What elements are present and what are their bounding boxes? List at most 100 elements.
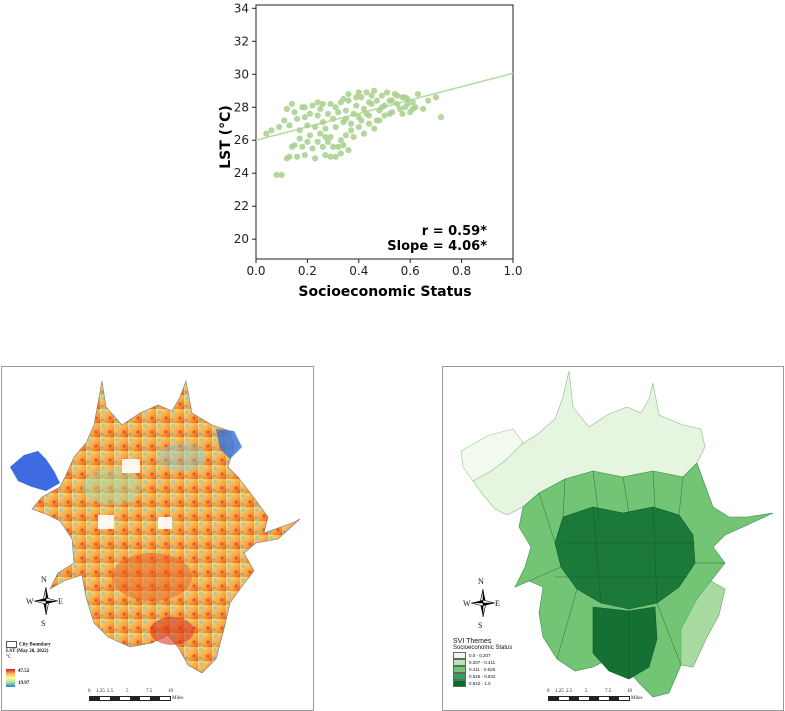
- y-tick-label: 30: [234, 67, 249, 81]
- lst-map: [10, 379, 301, 674]
- x-tick-label: 0.6: [401, 264, 420, 278]
- scatter-point: [322, 151, 329, 159]
- legend-class-label: 0.0 - 0.207: [469, 653, 491, 658]
- scatter-point: [294, 153, 301, 160]
- scatter-point: [337, 150, 344, 157]
- scatter-point: [286, 122, 293, 129]
- scatter-point: [309, 145, 316, 152]
- legend-subtitle: Socioeconomic Status: [453, 645, 513, 651]
- legend-class-label: 0.842 - 1.0: [469, 681, 491, 686]
- scatter-point: [319, 143, 326, 150]
- x-tick-label: 0.4: [349, 264, 368, 278]
- scatter-point: [312, 123, 319, 131]
- scatter-point: [330, 143, 337, 150]
- scale-bar-graphic: [89, 696, 171, 701]
- legend-title: SVI Themes: [453, 638, 492, 645]
- scatter-point: [337, 137, 344, 144]
- y-tick-label: 32: [234, 34, 249, 48]
- scatter-point: [353, 102, 360, 109]
- compass-rose-icon: [34, 587, 58, 615]
- legend-swatch: [453, 680, 466, 687]
- scatter-point: [330, 115, 337, 122]
- scatter-point: [304, 122, 311, 129]
- scatter-point: [324, 138, 332, 145]
- lst-scale-bar: 0 1.25 2.5 5 7.5 10 Miles: [88, 689, 198, 703]
- compass-n: N: [41, 575, 47, 584]
- scatter-point: [404, 100, 411, 108]
- scatter-point: [419, 105, 427, 113]
- legend-class-row: 0.0 - 0.207: [453, 652, 512, 659]
- scatter-point: [383, 89, 391, 96]
- scatter-point: [371, 87, 378, 94]
- scatter-point: [371, 125, 378, 132]
- scatter-point: [350, 133, 357, 141]
- x-axis-label: Socioeconomic Status: [298, 284, 471, 300]
- compass-s: S: [478, 621, 483, 630]
- scatter-point: [358, 117, 365, 124]
- scatter-point: [301, 151, 308, 159]
- scatter-point: [283, 105, 290, 113]
- scatter-point: [345, 97, 352, 104]
- scatter-point: [365, 120, 373, 127]
- legend-swatch: [453, 666, 466, 673]
- scale-unit: Miles: [172, 696, 184, 701]
- scatter-point: [306, 132, 314, 139]
- scatter-point: [327, 100, 334, 108]
- y-tick-label: 20: [234, 232, 249, 246]
- scatter-point: [332, 104, 339, 111]
- scatter-point: [347, 127, 355, 134]
- svi-scale-bar: 0 1.25 2.5 5 7.5 10 Miles: [547, 689, 657, 703]
- svi-tract-zone-high: [554, 506, 696, 610]
- scale-tick: 10: [627, 689, 632, 694]
- scale-tick: 2.5: [566, 689, 573, 694]
- scatter-point: [432, 94, 439, 101]
- scale-tick: 10: [168, 689, 173, 694]
- scatter-point: [378, 104, 386, 111]
- svi-tract-boundaries: [528, 470, 725, 679]
- lst-hole: [158, 517, 172, 529]
- legend-classes: 0.0 - 0.207 0.207 - 0.411 0.411 - 0.626 0.6…: [453, 652, 512, 687]
- compass-e: E: [495, 599, 500, 608]
- scatter-point: [340, 142, 347, 149]
- scatter-point: [360, 105, 368, 113]
- lst-cool-area: [82, 469, 142, 505]
- scatter-point: [368, 92, 375, 99]
- scatter-point: [363, 110, 370, 117]
- scatter-point: [358, 94, 365, 101]
- x-tick-label: 0.8: [452, 264, 471, 278]
- scatter-point: [363, 89, 370, 96]
- scatter-point: [350, 110, 357, 117]
- scatter-point: [340, 95, 347, 103]
- legend-class-row: 0.207 - 0.411: [453, 659, 512, 666]
- scale-tick: 1.25: [555, 689, 564, 694]
- compass-rose-icon: [471, 589, 495, 617]
- scatter-point: [294, 115, 301, 122]
- x-tick-label: 0.0: [246, 264, 265, 278]
- compass-e: E: [58, 597, 63, 606]
- svi-compass: N W E S: [463, 577, 503, 635]
- scatter-point: [317, 130, 324, 137]
- x-tick-label: 0.2: [298, 264, 317, 278]
- scatter-point: [373, 97, 380, 104]
- scale-tick: 2.5: [107, 689, 114, 694]
- compass-s: S: [41, 619, 46, 628]
- scatter-point: [273, 171, 280, 178]
- scatter-point: [296, 127, 303, 134]
- legend-low: 19.97: [18, 681, 30, 686]
- scatter-point: [409, 99, 416, 106]
- plot-area: [255, 4, 514, 260]
- scatter-point: [299, 143, 306, 150]
- scatter-point: [322, 125, 329, 132]
- scatter-point: [386, 97, 393, 104]
- legend-high: 47.52: [18, 669, 30, 674]
- legend-boundary-label: City Boundary: [19, 642, 51, 648]
- scatter-point: [288, 100, 296, 108]
- compass-w: W: [463, 599, 471, 608]
- lst-blue-patch-ne: [216, 429, 242, 459]
- scatter-point: [278, 171, 285, 178]
- svi-tract-zone-light: [460, 428, 524, 482]
- scatter-point: [304, 138, 311, 145]
- scale-tick: 7.5: [605, 689, 612, 694]
- legend-class-label: 0.626 - 0.842: [469, 674, 496, 679]
- scatter-point: [327, 133, 334, 141]
